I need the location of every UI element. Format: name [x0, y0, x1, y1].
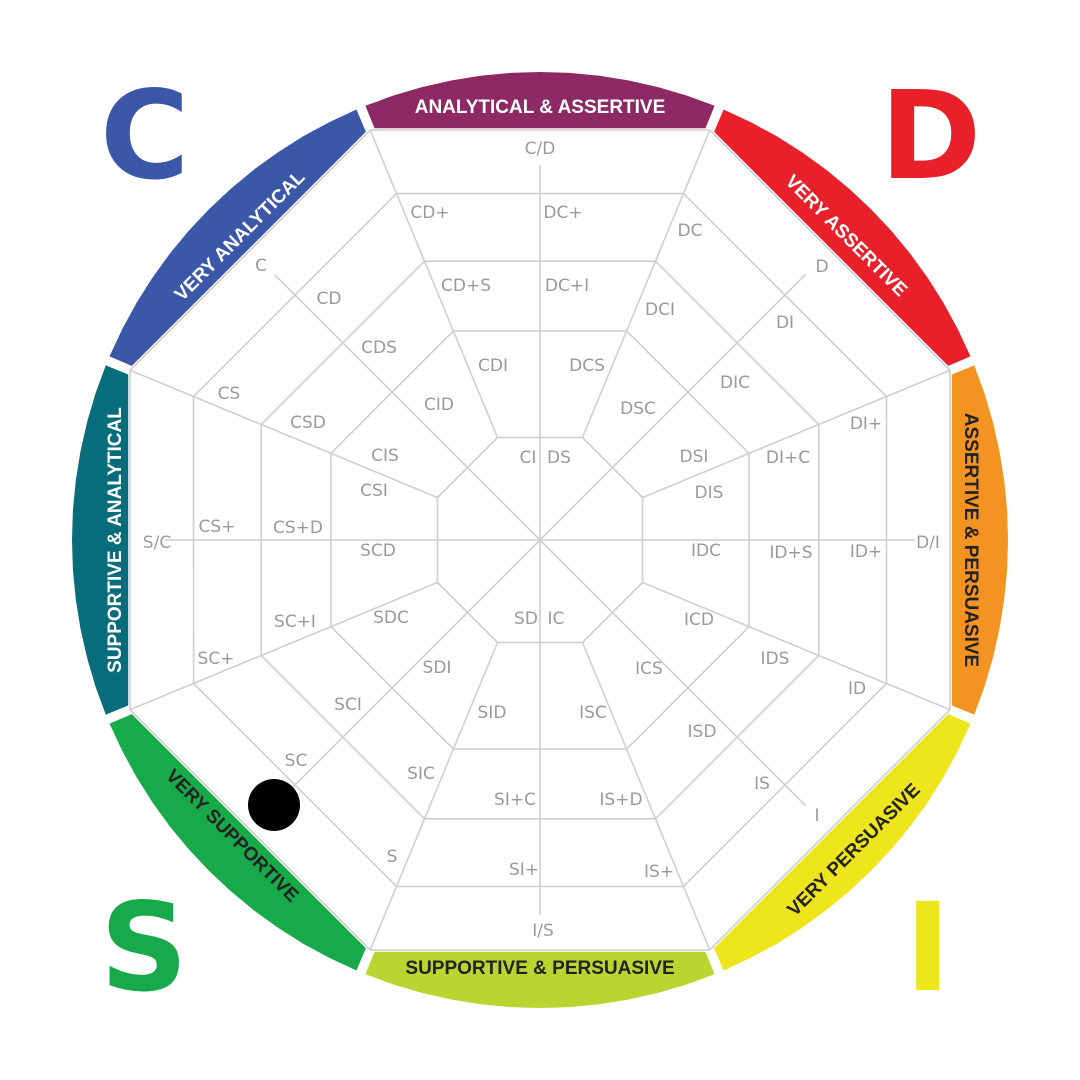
outer-ring-labels: C/D D D/I I I/S S S/C C: [143, 139, 940, 941]
cell-label: DIS: [695, 483, 724, 503]
cell-label: SCD: [360, 541, 396, 561]
band-label-supportive-persuasive: SUPPORTIVE & PERSUASIVE: [405, 958, 674, 979]
cell-label: DCS: [569, 356, 605, 376]
cell-label: DI: [776, 313, 794, 333]
band-segment: [365, 951, 715, 1008]
cell-label: DI+C: [766, 448, 810, 468]
cell-label: ID: [848, 679, 866, 699]
cell-label: ISC: [579, 703, 607, 723]
cell-label: DSC: [620, 399, 656, 419]
band-segment: [72, 365, 129, 715]
grid-lines: [129, 129, 951, 951]
cell-label: CD: [317, 289, 342, 309]
ring4-labels: CDI DCS DSC DSI DIS IDC ICD ICS ISC SID …: [360, 356, 723, 723]
cell-label: ICD: [684, 610, 714, 630]
cell-label: I/S: [532, 921, 554, 941]
cell-label: DS: [547, 448, 571, 468]
cell-label: IDC: [691, 541, 721, 561]
cell-label: S/C: [143, 533, 171, 553]
cell-label: D/I: [916, 533, 940, 553]
band-label-assertive-persuasive: ASSERTIVE & PERSUASIVE: [960, 413, 981, 667]
cell-label: SDI: [423, 658, 452, 678]
cell-label: CDS: [361, 338, 397, 358]
cell-label: DC+: [543, 203, 582, 223]
cell-label: SI+: [509, 860, 539, 880]
ring3-labels: CD+S DC+I DCI DIC DI+C ID+S IDS ISD IS+D…: [273, 276, 813, 810]
cell-label: S: [387, 847, 398, 867]
cell-label: SCI: [334, 695, 362, 715]
cell-label: CS+: [199, 517, 236, 537]
band-segment: [365, 72, 715, 129]
cell-label: DC+I: [545, 276, 589, 296]
cell-label: CSI: [360, 481, 388, 501]
cell-label: IS+D: [599, 790, 642, 810]
cell-label: CD+S: [441, 276, 491, 296]
cell-label: CID: [424, 395, 454, 415]
cell-label: C: [255, 256, 267, 276]
cell-label: DI+: [850, 414, 882, 434]
cell-label: SC+I: [274, 612, 316, 632]
cell-label: SD: [514, 609, 538, 629]
cell-label: ISD: [688, 722, 717, 742]
cell-label: IDS: [761, 649, 790, 669]
cell-label: SIC: [407, 764, 435, 784]
cell-label: CS: [218, 384, 241, 404]
cell-label: IS+: [644, 862, 674, 882]
cell-label: ICS: [635, 659, 663, 679]
ring2-labels: CD+ DC+ DC DI DI+ ID+ ID IS IS+ SI+ SI S…: [198, 203, 883, 882]
cell-label: IS: [754, 774, 770, 794]
cell-label: SC+: [198, 649, 235, 669]
band-segment: [951, 365, 1008, 715]
cell-label: SI+C: [494, 790, 536, 810]
cell-label: DCI: [645, 300, 675, 320]
cell-label: D: [815, 257, 828, 277]
corner-letter-d: D: [880, 65, 981, 207]
cell-label: SDC: [373, 608, 409, 628]
cell-label: DSI: [680, 447, 709, 467]
cell-label: SID: [478, 703, 507, 723]
band-label-supportive-analytical: SUPPORTIVE & ANALYTICAL: [105, 407, 126, 673]
cell-label: CDI: [478, 356, 508, 376]
cell-label: CI: [520, 448, 537, 468]
band-segment: [109, 714, 366, 971]
profile-marker: [248, 779, 300, 831]
band-ring: [72, 72, 1008, 1008]
band-segment: [714, 714, 971, 971]
cell-label: DC: [678, 221, 703, 241]
band-label-analytical-assertive: ANALYTICAL & ASSERTIVE: [415, 97, 666, 118]
cell-label: I: [814, 806, 819, 826]
cell-label: ID+S: [769, 543, 812, 563]
band-segment: [109, 109, 366, 366]
center-labels: CI DS IC SD: [514, 448, 571, 629]
band-segment: [714, 109, 971, 366]
cell-label: CIS: [371, 446, 399, 466]
cell-label: SC: [285, 751, 308, 771]
cell-label: IC: [548, 609, 565, 629]
cell-label: CD+: [410, 203, 449, 223]
cell-label: DIC: [720, 373, 750, 393]
cell-label: C/D: [525, 139, 556, 159]
cell-label: CSD: [290, 413, 326, 433]
corner-letter-c: C: [100, 65, 190, 207]
cell-label: ID+: [850, 542, 882, 562]
corner-letter-i: I: [905, 877, 950, 1019]
corner-letter-s: S: [100, 877, 188, 1019]
cell-label: CS+D: [273, 518, 323, 538]
